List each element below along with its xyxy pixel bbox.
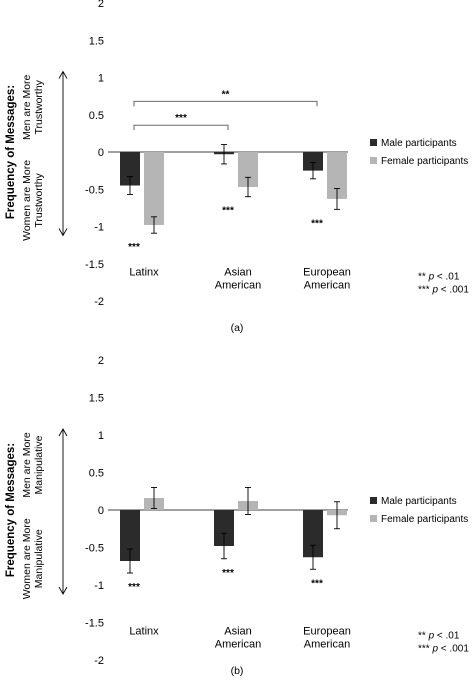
footnote-stars: **	[418, 272, 429, 283]
legend-label: Male participants	[381, 138, 457, 149]
y-axis-title: Frequency of Messages:	[5, 85, 17, 219]
arrow-label-bottom: Women are More	[21, 160, 33, 241]
y-tick-label: 1	[98, 430, 104, 442]
arrow-label-bottom: Trustworthy	[33, 172, 45, 227]
footnote-p: p	[431, 285, 438, 296]
bar-male	[120, 152, 140, 186]
bar-male	[303, 152, 323, 171]
arrow-label-top: Men are More	[21, 74, 33, 140]
y-tick-label: -2	[94, 655, 104, 667]
bar-male	[303, 510, 323, 558]
figure-caption: (a)	[231, 322, 244, 334]
category-label: Asian	[224, 267, 252, 279]
footnote: *** p < .001	[418, 285, 469, 296]
y-tick-label: -0.5	[85, 184, 104, 196]
bar-female	[144, 152, 164, 226]
legend-swatch	[370, 139, 377, 146]
footnote-stars: ***	[418, 285, 432, 296]
arrow-label-bottom: Women are More	[21, 518, 33, 599]
footnote: *** p < .001	[418, 644, 469, 655]
y-axis-title: Frequency of Messages:	[5, 443, 17, 577]
footnote-stars: ***	[418, 644, 432, 655]
legend-label: Female participants	[381, 156, 468, 167]
y-tick-label: 0	[98, 147, 104, 159]
footnote-stars: **	[418, 631, 429, 642]
arrow-head-down	[58, 586, 68, 595]
arrow-label-top: Trustworthy	[33, 79, 45, 134]
footnote-threshold: < .01	[434, 631, 460, 642]
y-tick-label: -1.5	[85, 618, 104, 630]
chart-a: 21.510.50-0.5-1-1.5-2**************Latin…	[5, 0, 469, 334]
footnote-p: p	[428, 272, 435, 283]
footnote-threshold: < .001	[438, 285, 469, 296]
category-label: American	[304, 280, 350, 292]
y-tick-label: 1	[98, 73, 104, 85]
y-tick-label: -1.5	[85, 259, 104, 271]
y-tick-label: 0.5	[89, 468, 104, 480]
y-tick-label: -2	[94, 296, 104, 308]
category-label: American	[215, 639, 261, 651]
y-tick-label: 0	[98, 505, 104, 517]
category-label: European	[303, 267, 351, 279]
y-tick-label: -1	[94, 580, 104, 592]
footnote: ** p < .01	[418, 272, 460, 283]
figure-a: 2 1.5 1 0.5 0 -0.5 -1 -1.5 -2 *** *** *** *** ** Latin…	[0, 0, 474, 344]
arrow-label-top: Men are More	[21, 432, 33, 498]
significance-stars: ***	[311, 218, 323, 229]
footnote-threshold: < .001	[438, 644, 469, 655]
figure-caption: (b)	[231, 665, 244, 677]
significance-bracket	[133, 124, 229, 131]
bar-female	[327, 152, 347, 199]
y-tick-label: 1.5	[89, 393, 104, 405]
bracket-stars: ***	[175, 113, 187, 124]
y-tick-label: 0.5	[89, 110, 104, 122]
footnote-p: p	[428, 631, 435, 642]
category-label: European	[303, 626, 351, 638]
chart-b: 2 1.5 1 0.5 0 -0.5 -1 -1.5 -2 *** *** *** Latinx Asia…	[5, 355, 469, 677]
significance-stars: ***	[128, 582, 140, 593]
y-tick-label: 2	[98, 355, 104, 367]
significance-stars: ***	[311, 578, 323, 589]
legend-swatch	[370, 515, 377, 522]
arrow-label-top: Manipulative	[33, 435, 45, 494]
arrow-head-up	[58, 70, 68, 79]
legend-label: Male participants	[381, 496, 457, 507]
footnote: ** p < .01	[418, 631, 460, 642]
y-tick-label: 2	[98, 0, 104, 10]
y-tick-label: -1	[94, 222, 104, 234]
category-label: American	[304, 639, 350, 651]
bracket-stars: **	[222, 89, 230, 100]
bar-male	[120, 510, 140, 561]
arrow-label-bottom: Manipulative	[33, 529, 45, 588]
legend-swatch	[370, 157, 377, 164]
arrow-head-down	[58, 228, 68, 237]
significance-stars: ***	[128, 242, 140, 253]
legend-swatch	[370, 497, 377, 504]
legend-label: Female participants	[381, 514, 468, 525]
footnote-p: p	[431, 644, 438, 655]
y-tick-label: 1.5	[89, 35, 104, 47]
footnote-threshold: < .01	[434, 272, 460, 283]
bar-male	[214, 510, 234, 546]
y-tick-label: -0.5	[85, 543, 104, 555]
bar-female	[238, 152, 258, 188]
category-label: Asian	[224, 626, 252, 638]
category-label: Latinx	[129, 626, 159, 638]
significance-stars: ***	[222, 206, 234, 217]
significance-stars: ***	[222, 568, 234, 579]
significance-bracket	[133, 100, 318, 107]
category-label: Latinx	[129, 267, 159, 279]
category-label: American	[215, 280, 261, 292]
arrow-head-up	[58, 428, 68, 437]
figure-b: 2 1.5 1 0.5 0 -0.5 -1 -1.5 -2 *** *** *** Latinx Asia…	[0, 344, 474, 688]
